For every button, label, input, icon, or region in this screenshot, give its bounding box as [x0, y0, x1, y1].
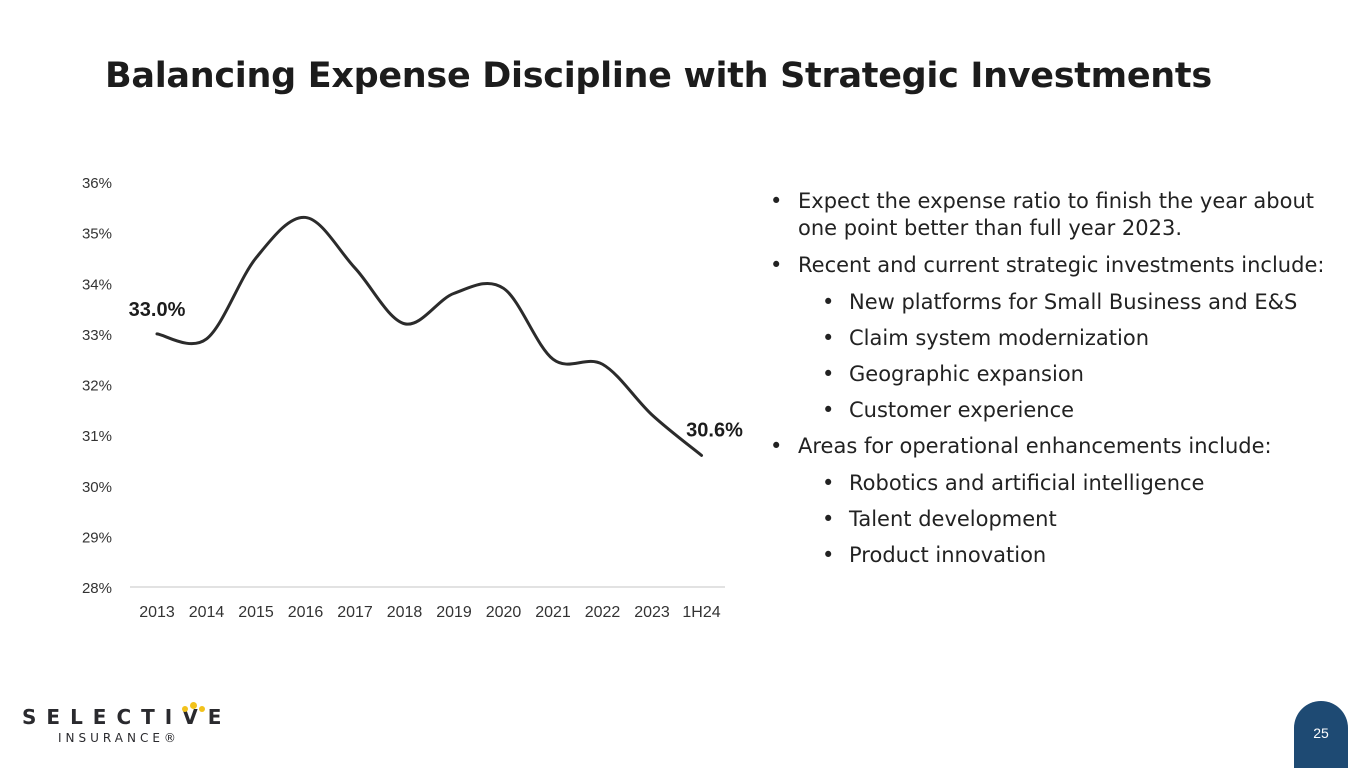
x-tick-label: 2021 [535, 604, 571, 621]
page-number: 25 [1294, 701, 1348, 768]
data-label-first: 33.0% [129, 299, 186, 321]
sub-bullet: New platforms for Small Business and E&S [770, 289, 1330, 316]
x-tick-label: 2017 [337, 604, 373, 621]
y-tick-label: 32% [82, 378, 112, 395]
expense-ratio-chart: 28% 29% 30% 31% 32% 33% 34% 35% 36% 2013 2014 2015 2… [82, 175, 743, 621]
sub-bullet: Robotics and artificial intelligence [770, 470, 1330, 497]
sub-bullet: Talent development [770, 506, 1330, 533]
sub-bullet: Geographic expansion [770, 361, 1330, 388]
x-tick-label: 2013 [139, 604, 175, 621]
bullet-list: Expect the expense ratio to finish the y… [770, 188, 1330, 578]
x-tick-label: 2014 [189, 604, 225, 621]
y-tick-label: 34% [82, 276, 112, 293]
sub-bullet: Product innovation [770, 542, 1330, 569]
y-tick-label: 33% [82, 327, 112, 344]
y-tick-label: 31% [82, 428, 112, 445]
bullet: Expect the expense ratio to finish the y… [770, 188, 1330, 242]
logo-wordmark: SELECTIVE [22, 705, 232, 729]
sub-bullet: Customer experience [770, 397, 1330, 424]
bullet: Recent and current strategic investments… [770, 252, 1330, 279]
data-label-last: 30.6% [686, 419, 743, 441]
x-tick-label: 2022 [585, 604, 621, 621]
x-tick-label: 2015 [238, 604, 274, 621]
y-tick-label: 30% [82, 479, 112, 496]
x-tick-label: 2018 [387, 604, 423, 621]
y-tick-label: 35% [82, 226, 112, 243]
x-tick-label: 1H24 [682, 604, 720, 621]
sub-bullet: Claim system modernization [770, 325, 1330, 352]
y-tick-label: 28% [82, 580, 112, 597]
x-tick-label: 2023 [634, 604, 670, 621]
y-tick-label: 36% [82, 175, 112, 192]
logo-subtitle: INSURANCE® [58, 731, 180, 745]
expense-ratio-line [155, 215, 703, 457]
bullet: Areas for operational enhancements inclu… [770, 433, 1330, 460]
selective-logo: SELECTIVE INSURANCE® [22, 702, 232, 745]
x-tick-label: 2020 [486, 604, 522, 621]
y-tick-label: 29% [82, 529, 112, 546]
slide-title: Balancing Expense Discipline with Strate… [105, 56, 1212, 96]
x-tick-label: 2019 [436, 604, 472, 621]
x-tick-label: 2016 [288, 604, 324, 621]
